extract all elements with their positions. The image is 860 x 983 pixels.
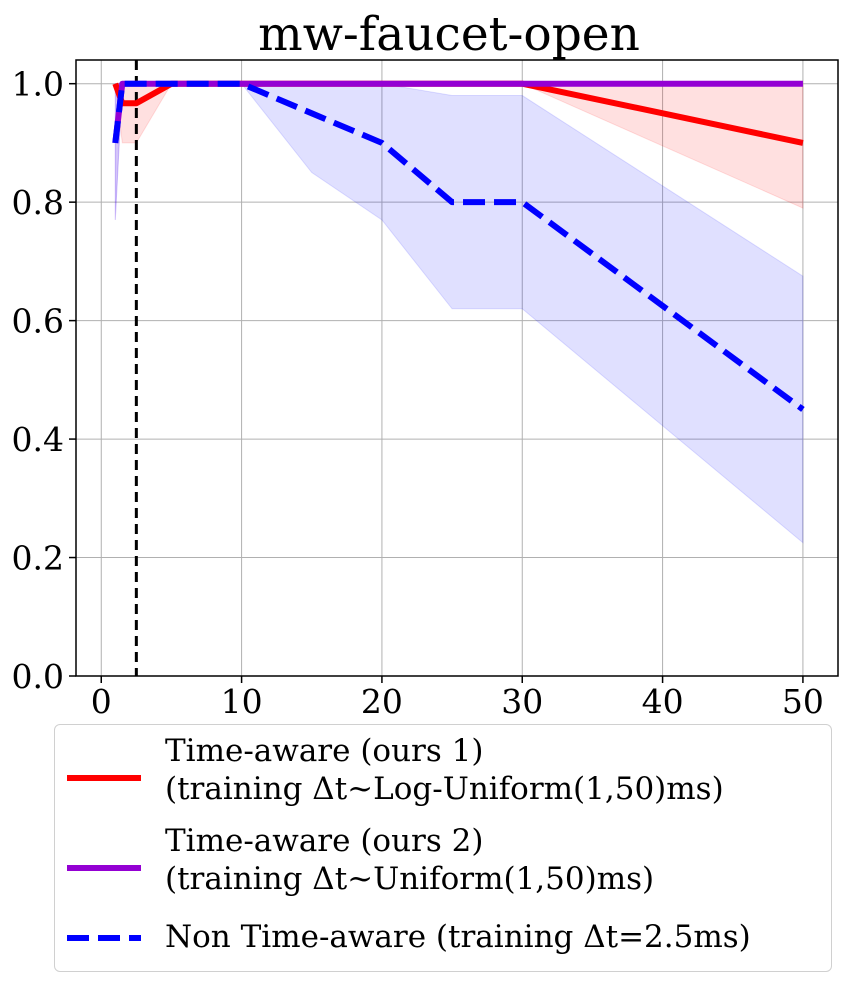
legend-sublabel-ours1: (training Δt~Log-Uniform(1,50)ms): [165, 771, 724, 807]
x-tick-label: 30: [501, 682, 543, 721]
legend-swatch-red: [67, 775, 141, 781]
y-tick-label: 0.0: [12, 657, 64, 696]
series-line-2: [112, 80, 805, 412]
x-tick-label: 40: [642, 682, 684, 721]
legend-label-non-time-aware: Non Time-aware (training Δt=2.5ms): [165, 919, 751, 955]
x-tick-label: 20: [361, 682, 403, 721]
legend: Time-aware (ours 1) (training Δt~Log-Uni…: [54, 724, 832, 972]
legend-label-ours1: Time-aware (ours 1): [165, 733, 484, 769]
y-tick-label: 1.0: [12, 65, 64, 104]
legend-label-ours2: Time-aware (ours 2): [165, 823, 484, 859]
x-tick-label: 10: [221, 682, 263, 721]
y-tick-label: 0.4: [12, 420, 64, 459]
legend-sublabel-ours2: (training Δt~Uniform(1,50)ms): [165, 861, 655, 897]
x-tick-label: 50: [782, 682, 824, 721]
plot-series-group: [112, 60, 805, 676]
chart-title: mw-faucet-open: [258, 7, 640, 62]
y-tick-label: 0.2: [12, 539, 64, 578]
x-tick-label: 0: [91, 682, 112, 721]
y-tick-label: 0.8: [12, 183, 64, 222]
legend-swatch-purple: [67, 865, 141, 871]
legend-swatch-blue-dashed: [67, 935, 141, 941]
axes-frame: [75, 59, 839, 677]
y-tick-label: 0.6: [12, 302, 64, 341]
